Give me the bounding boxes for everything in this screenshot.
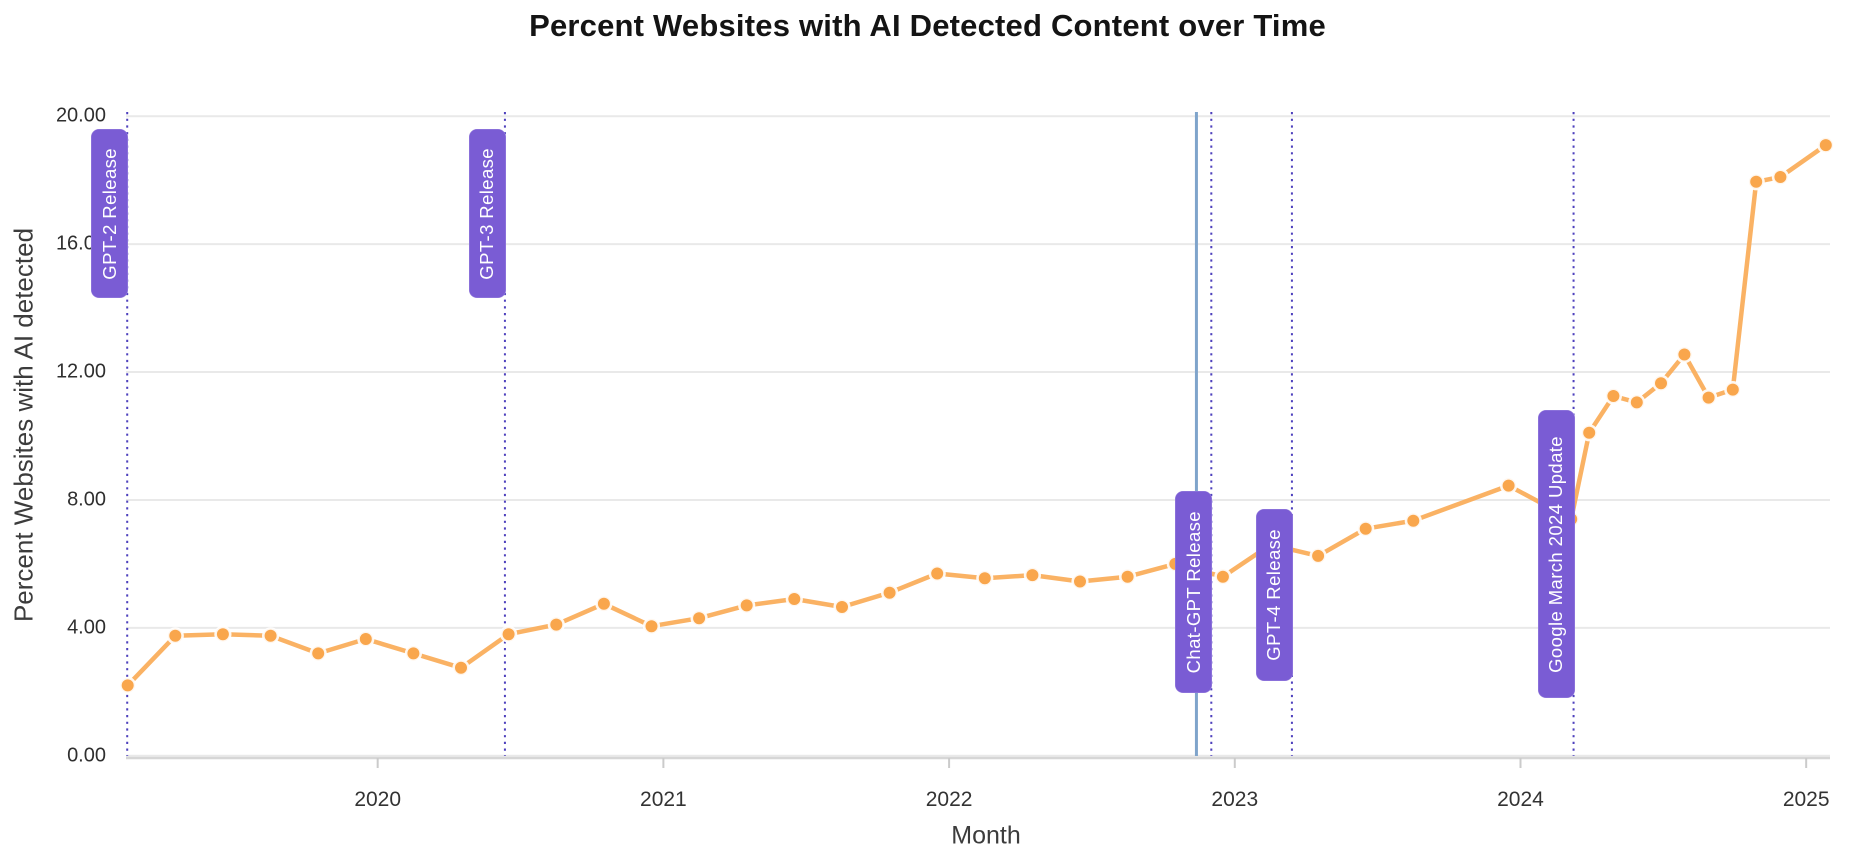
x-tick-label: 2022 bbox=[925, 788, 973, 811]
annotation-gpt-4-release: GPT-4 Release bbox=[1255, 509, 1293, 681]
x-tick-label: 2025 bbox=[1782, 788, 1830, 811]
chart-title: Percent Websites with AI Detected Conten… bbox=[529, 8, 1326, 43]
annotation-gpt-3-release: GPT-3 Release bbox=[468, 129, 506, 298]
data-point bbox=[1699, 389, 1718, 407]
data-point bbox=[309, 644, 327, 663]
y-axis-title: Percent Websites with AI detected bbox=[8, 227, 39, 623]
annotation-google-march-2024-update: Google March 2024 Update bbox=[1537, 410, 1575, 698]
y-tick-label: 12.00 bbox=[55, 360, 106, 383]
data-point bbox=[1580, 424, 1598, 442]
data-point bbox=[976, 569, 994, 587]
data-point bbox=[785, 590, 803, 608]
y-tick-label: 8.00 bbox=[67, 488, 106, 511]
data-point bbox=[833, 598, 851, 616]
data-point bbox=[357, 630, 375, 648]
data-point bbox=[642, 617, 661, 635]
annotation-label: GPT-3 Release bbox=[476, 147, 498, 280]
data-point bbox=[119, 676, 137, 695]
annotation-label: GPT-4 Release bbox=[1263, 529, 1285, 661]
data-point bbox=[1309, 547, 1327, 565]
y-tick-label: 20.00 bbox=[55, 104, 106, 127]
annotation-gpt-2-release: GPT-2 Release bbox=[91, 129, 129, 298]
annotation-label: Chat-GPT Release bbox=[1182, 510, 1204, 674]
data-point bbox=[928, 564, 946, 583]
data-point bbox=[1628, 393, 1646, 412]
annotation-label: GPT-2 Release bbox=[98, 147, 120, 280]
data-point bbox=[738, 596, 756, 615]
data-point bbox=[166, 627, 184, 645]
y-tick-label: 4.00 bbox=[67, 616, 106, 639]
data-point bbox=[1214, 568, 1232, 586]
data-point bbox=[1023, 566, 1041, 584]
x-tick-label: 2023 bbox=[1211, 788, 1259, 811]
data-point bbox=[214, 625, 232, 643]
data-point bbox=[1652, 374, 1670, 392]
x-tick-label: 2024 bbox=[1497, 788, 1544, 811]
data-point bbox=[404, 644, 423, 663]
x-tick-label: 2021 bbox=[640, 788, 687, 811]
x-tick-label: 2020 bbox=[354, 788, 402, 811]
data-point bbox=[595, 595, 613, 613]
y-tick-label: 0.00 bbox=[67, 744, 106, 767]
data-point bbox=[1675, 345, 1693, 364]
data-point bbox=[1499, 477, 1518, 495]
data-point bbox=[1771, 168, 1789, 186]
data-point bbox=[1747, 173, 1765, 191]
data-point bbox=[262, 627, 280, 645]
data-point bbox=[880, 584, 899, 602]
data-point bbox=[1604, 387, 1622, 405]
data-point bbox=[1817, 136, 1835, 154]
x-axis-title: Month bbox=[951, 821, 1021, 850]
data-point bbox=[1118, 568, 1137, 586]
data-point bbox=[1357, 520, 1375, 538]
annotation-chat-gpt-release: Chat-GPT Release bbox=[1175, 491, 1213, 693]
data-point bbox=[1404, 512, 1422, 530]
trend-line bbox=[126, 143, 1828, 687]
annotation-label: Google March 2024 Update bbox=[1545, 435, 1567, 673]
data-point bbox=[452, 659, 470, 677]
data-point bbox=[690, 609, 708, 627]
data-point bbox=[500, 625, 518, 643]
data-point bbox=[1071, 572, 1089, 591]
data-point bbox=[547, 615, 565, 634]
data-point bbox=[1724, 381, 1742, 399]
